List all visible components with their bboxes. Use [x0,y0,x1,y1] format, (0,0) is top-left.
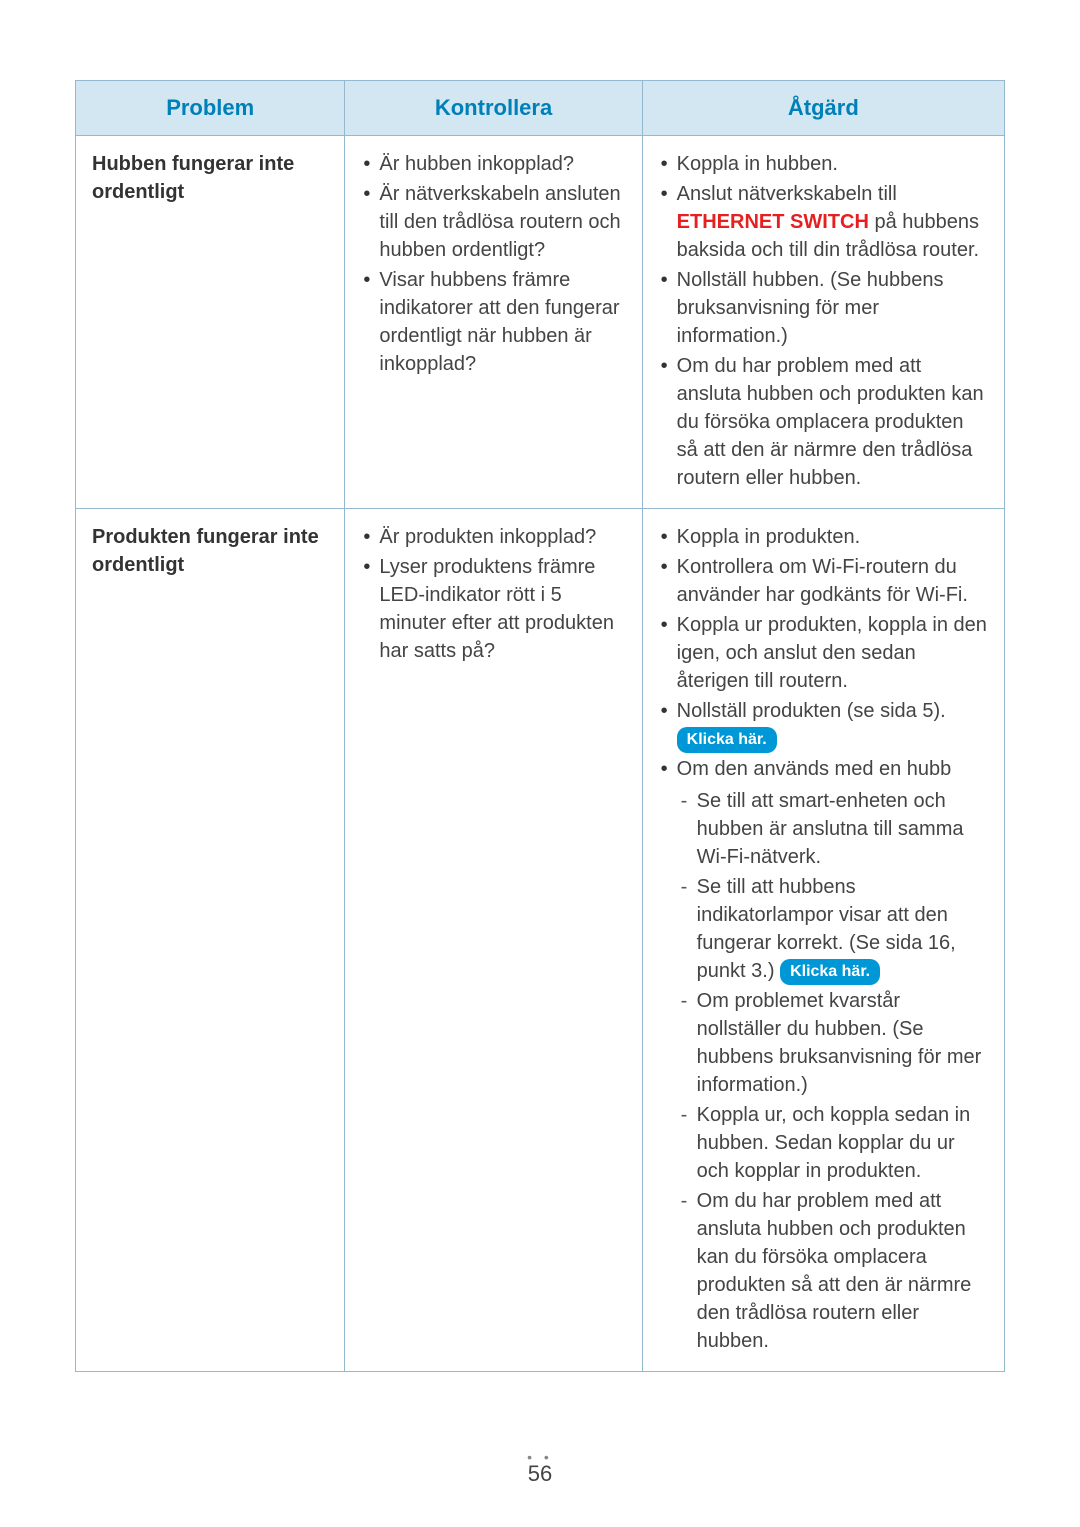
ethernet-switch-link[interactable]: ETHERNET SWITCH [677,211,869,233]
list-item: Om du har problem med att ansluta hubben… [659,352,988,492]
list-item: Visar hubbens främre indikatorer att den… [361,266,625,378]
footer-dots-icon: • • [0,1453,1080,1461]
atgard-cell: Koppla in hubben. Anslut nätverkskabeln … [642,136,1004,509]
list-item: Koppla in hubben. [659,150,988,178]
text-span: Nollställ produkten (se sida 5). [677,700,946,722]
klicka-har-button[interactable]: Klicka här. [677,727,777,753]
problem-cell: Hubben fungerar inte ordentligt [76,136,345,509]
list-item: Kontrollera om Wi-Fi-routern du använder… [659,553,988,609]
list-item: Se till att smart-enheten och hubben är … [677,787,988,871]
text-span: Om den används med en hubb [677,758,952,780]
list-item: Om du har problem med att ansluta hubben… [677,1187,988,1355]
header-problem: Problem [76,81,345,136]
table-row: Produkten fungerar inte ordentligt Är pr… [76,509,1005,1372]
list-item: Är hubben inkopplad? [361,150,625,178]
list-item: Koppla in produkten. [659,523,988,551]
table-row: Hubben fungerar inte ordentligt Är hubbe… [76,136,1005,509]
list-item: Är produkten inkopplad? [361,523,625,551]
list-item: Anslut nätverkskabeln till ETHERNET SWIT… [659,180,988,264]
problem-cell: Produkten fungerar inte ordentligt [76,509,345,1372]
list-item: Koppla ur, och koppla sedan in hubben. S… [677,1101,988,1185]
list-item: Om problemet kvarstår nollställer du hub… [677,987,988,1099]
troubleshooting-table: Problem Kontrollera Åtgärd Hubben funger… [75,80,1005,1372]
list-item: Nollställ hubben. (Se hubbens bruksanvis… [659,266,988,350]
kontrollera-cell: Är hubben inkopplad? Är nätverkskabeln a… [345,136,642,509]
list-item: Se till att hubbens indikatorlampor visa… [677,873,988,985]
page-number: 56 [0,1461,1080,1487]
page-footer: • • 56 [0,1453,1080,1487]
atgard-cell: Koppla in produkten. Kontrollera om Wi-F… [642,509,1004,1372]
list-item: Lyser produktens främre LED-indikator rö… [361,553,625,665]
kontrollera-cell: Är produkten inkopplad? Lyser produktens… [345,509,642,1372]
header-atgard: Åtgärd [642,81,1004,136]
list-item: Om den används med en hubb Se till att s… [659,755,988,1355]
list-item: Koppla ur produkten, koppla in den igen,… [659,611,988,695]
text-span: Anslut nätverkskabeln till [677,183,897,205]
klicka-har-button[interactable]: Klicka här. [780,959,880,985]
list-item: Nollställ produkten (se sida 5). Klicka … [659,697,988,753]
header-kontrollera: Kontrollera [345,81,642,136]
list-item: Är nätverkskabeln ansluten till den tråd… [361,180,625,264]
